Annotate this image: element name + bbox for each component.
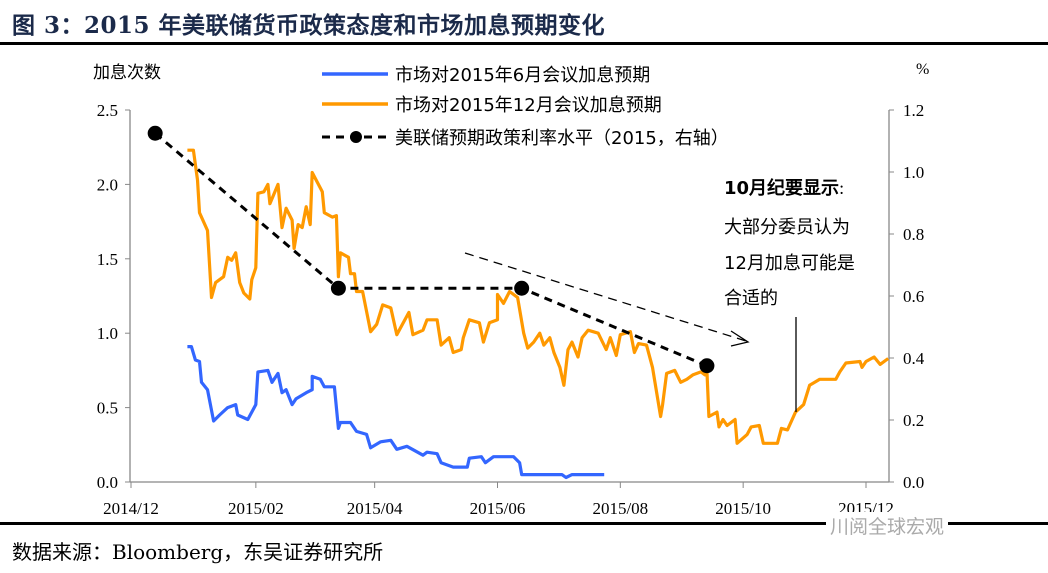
x-tick-label: 2015/04 (347, 499, 403, 518)
right-tick-label: 0.6 (903, 287, 924, 306)
right-tick-label: 0.4 (903, 349, 925, 368)
x-tick-label: 2014/12 (103, 499, 159, 518)
right-tick-label: 1.0 (903, 163, 924, 182)
series-line-december-expectation (187, 148, 890, 445)
legend-label: 市场对2015年12月会议加息预期 (395, 95, 662, 116)
x-tick-label: 2015/02 (228, 499, 284, 518)
right-tick-label: 0.0 (903, 473, 924, 492)
data-source: 数据来源：Bloomberg，东吴证券研究所 (12, 540, 384, 564)
x-tick-label: 2015/10 (715, 499, 771, 518)
trend-arrowhead (730, 330, 750, 347)
left-tick-label: 2.5 (97, 101, 118, 120)
right-axis-title: % (916, 61, 929, 78)
left-tick-label: 0.0 (97, 473, 118, 492)
figure-title: 图 3：2015 年美联储货币政策态度和市场加息预期变化 (12, 12, 606, 39)
right-tick-label: 1.2 (903, 101, 924, 120)
annotation-heading: 10月纪要显示: (724, 177, 844, 199)
right-tick-label: 0.8 (903, 225, 924, 244)
annotation-line-3: 合适的 (724, 288, 778, 309)
left-tick-label: 0.5 (97, 399, 118, 418)
legend-label: 市场对2015年6月会议加息预期 (395, 65, 650, 86)
annotation-line-2: 12月加息可能是 (724, 253, 855, 274)
legend-marker-policy-rate (350, 131, 362, 143)
policy-rate-marker (699, 358, 715, 374)
series-line-june-expectation (187, 345, 605, 480)
policy-rate-marker (330, 280, 346, 296)
watermark: 川阅全球宏观 (826, 512, 949, 539)
left-axis-title: 加息次数 (93, 63, 161, 83)
left-tick-label: 2.0 (97, 175, 118, 194)
left-tick-label: 1.0 (97, 324, 118, 343)
legend-label: 美联储预期政策利率水平（2015，右轴） (395, 128, 729, 149)
top-divider (0, 42, 1048, 45)
annotation-line-1: 大部分委员认为 (724, 217, 850, 238)
x-tick-label: 2015/06 (470, 499, 526, 518)
x-tick-label: 2015/08 (592, 499, 648, 518)
series-line-policy-rate (154, 132, 708, 368)
policy-rate-marker (147, 125, 163, 141)
trend-arrow (464, 252, 747, 342)
left-tick-label: 1.5 (97, 250, 118, 269)
bottom-divider (0, 522, 1048, 525)
right-tick-label: 0.2 (903, 411, 924, 430)
policy-rate-marker (514, 280, 530, 296)
